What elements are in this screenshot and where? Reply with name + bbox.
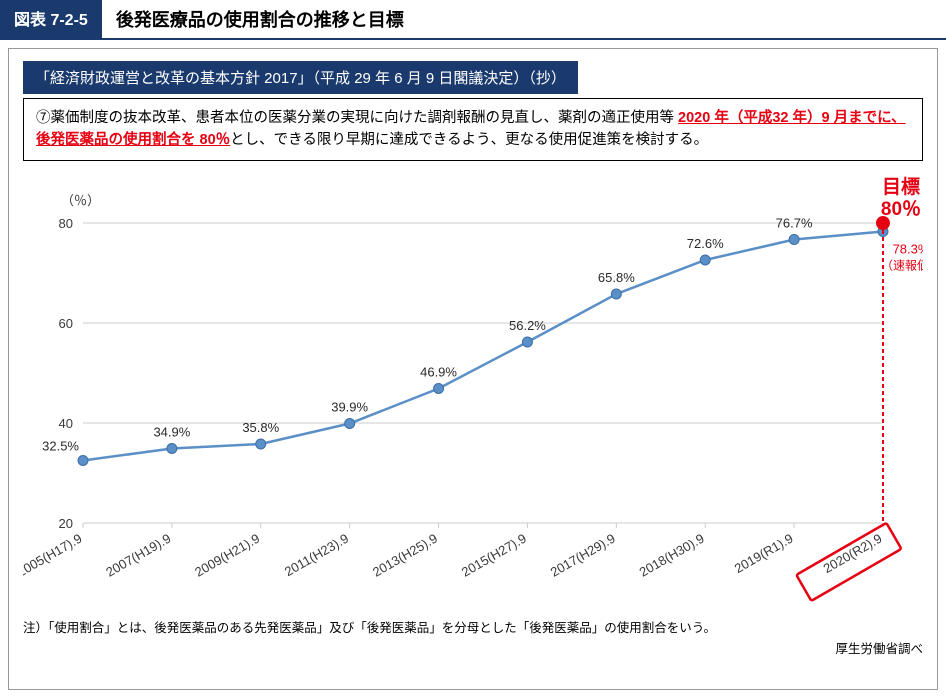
figure-number: 図表 7-2-5 (0, 0, 102, 38)
svg-text:2019(R1).9: 2019(R1).9 (732, 531, 796, 577)
svg-text:80: 80 (59, 216, 73, 231)
policy-text-prefix: ⑦薬価制度の抜本改革、患者本位の医薬分業の実現に向けた調剤報酬の見直し、薬剤の適… (36, 110, 674, 126)
svg-text:20: 20 (59, 516, 73, 531)
svg-text:78.3%: 78.3% (893, 241, 923, 256)
svg-text:72.6%: 72.6% (687, 236, 724, 251)
svg-text:2009(H21).9: 2009(H21).9 (192, 531, 262, 580)
svg-text:32.5%: 32.5% (42, 438, 79, 453)
line-chart: 20 40 60 80 （％） 2005(H17).9 2007(H19).9 2009(H2… (23, 173, 923, 613)
chart-svg: 20 40 60 80 （％） 2005(H17).9 2007(H19).9 2009(H2… (23, 173, 923, 613)
svg-text:60: 60 (59, 316, 73, 331)
svg-text:76.7%: 76.7% (776, 215, 813, 230)
policy-box: ⑦薬価制度の抜本改革、患者本位の医薬分業の実現に向けた調剤報酬の見直し、薬剤の適… (23, 98, 923, 161)
svg-text:46.9%: 46.9% (420, 364, 457, 379)
svg-text:34.9%: 34.9% (153, 424, 190, 439)
svg-text:2007(H19).9: 2007(H19).9 (103, 531, 173, 580)
svg-text:2017(H29).9: 2017(H29).9 (548, 531, 618, 580)
svg-text:2020(R2).9: 2020(R2).9 (821, 531, 885, 577)
figure-body: 「経済財政運営と改革の基本方針 2017」（平成 29 年 6 月 9 日閣議決… (8, 48, 938, 690)
policy-text-suffix: とし、できる限り早期に達成できるよう、更なる使用促進策を検討する。 (230, 132, 708, 148)
policy-caption: 「経済財政運営と改革の基本方針 2017」（平成 29 年 6 月 9 日閣議決… (23, 61, 578, 94)
svg-text:（％）: （％） (61, 193, 100, 208)
svg-text:2011(H23).9: 2011(H23).9 (282, 531, 351, 580)
figure-header: 図表 7-2-5 後発医療品の使用割合の推移と目標 (0, 0, 946, 40)
svg-text:2018(H30).9: 2018(H30).9 (637, 531, 707, 580)
svg-text:2013(H25).9: 2013(H25).9 (370, 531, 440, 580)
source: 厚生労働省調べ (23, 638, 923, 657)
svg-text:35.8%: 35.8% (242, 420, 279, 435)
svg-text:39.9%: 39.9% (331, 399, 368, 414)
svg-text:2015(H27).9: 2015(H27).9 (459, 531, 529, 580)
svg-text:40: 40 (59, 416, 73, 431)
svg-text:56.2%: 56.2% (509, 318, 546, 333)
svg-text:目標: 目標 (882, 175, 920, 198)
footnote: 注）「使用割合」とは、後発医薬品のある先発医薬品」及び「後発医薬品」を分母とした… (23, 617, 923, 636)
svg-text:2005(H17).9: 2005(H17).9 (23, 531, 84, 580)
svg-text:80％: 80％ (881, 199, 921, 220)
svg-text:65.8%: 65.8% (598, 270, 635, 285)
svg-text:（速報値）: （速報値） (881, 257, 923, 272)
figure-title: 後発医療品の使用割合の推移と目標 (102, 0, 418, 38)
